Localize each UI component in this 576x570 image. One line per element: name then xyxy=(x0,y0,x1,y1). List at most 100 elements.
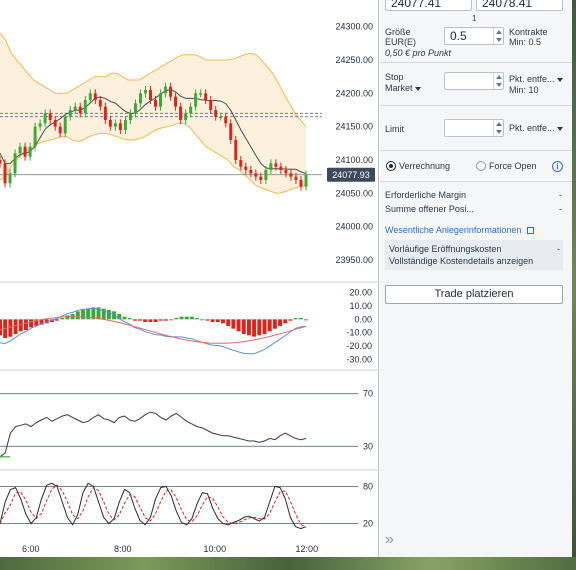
stop-type-value: Market xyxy=(385,83,413,93)
candle-body xyxy=(108,120,112,127)
candle-body xyxy=(38,123,42,127)
chart-area[interactable]: 24300.00 24250.00 24200.00 24150.00 24100.00… xyxy=(0,0,379,570)
candle-body xyxy=(174,96,178,107)
candle-body xyxy=(33,126,37,147)
macd-histogram-bar xyxy=(163,319,168,321)
rsi-axis-label: 30 xyxy=(363,441,373,451)
candle-body xyxy=(58,126,62,134)
macd-histogram-bar xyxy=(272,319,277,329)
candle-body xyxy=(8,173,12,184)
macd-histogram-bar xyxy=(205,319,210,321)
kid-link[interactable]: Wesentliche Anlegerinformationen xyxy=(385,225,534,235)
macd-histogram-bar xyxy=(174,318,179,320)
radio-verrechnung[interactable] xyxy=(386,161,396,171)
macd-signal-line xyxy=(0,316,307,344)
price-axis-label: 24300.00 xyxy=(335,22,373,32)
stop-unit-value: Pkt. entfe... xyxy=(509,74,555,84)
stop-type-dropdown[interactable]: Market xyxy=(385,83,421,93)
macd-histogram-bar xyxy=(236,319,241,332)
radio-force-open[interactable] xyxy=(476,161,486,171)
verrechnung-label[interactable]: Verrechnung xyxy=(399,161,451,171)
divider xyxy=(380,181,572,182)
macd-histogram-bar xyxy=(210,319,215,322)
chevron-down-icon xyxy=(556,77,563,82)
bollinger-lower xyxy=(0,122,307,194)
candle-body xyxy=(128,113,132,120)
costs-box: Vorläufige Eröffnungskosten - Vollständi… xyxy=(385,240,563,270)
time-axis-label: 12:00 xyxy=(296,544,319,554)
divider xyxy=(380,105,572,106)
buy-price-field[interactable]: 24078.41 xyxy=(476,0,563,11)
macd-histogram-bar xyxy=(117,314,122,320)
limit-label: Limit xyxy=(385,124,405,134)
candle-body xyxy=(224,116,228,124)
size-stepper[interactable] xyxy=(493,28,503,44)
candle-body xyxy=(169,86,173,97)
candle-body xyxy=(28,146,32,157)
macd-histogram-bar xyxy=(200,319,205,321)
candle-body xyxy=(264,170,268,180)
macd-histogram-bar xyxy=(75,311,80,320)
limit-unit-dropdown[interactable]: Pkt. entfe... xyxy=(509,123,563,133)
macd-histogram-bar xyxy=(101,308,106,320)
candle-body xyxy=(143,90,147,94)
external-link-icon xyxy=(526,227,534,235)
moving-average-line xyxy=(0,89,307,175)
stop-input[interactable] xyxy=(444,72,504,90)
candle-body xyxy=(63,116,67,134)
candle-body xyxy=(159,93,163,107)
info-icon[interactable]: i xyxy=(552,161,563,172)
macd-histogram-bar xyxy=(226,319,231,326)
candle-body xyxy=(23,146,27,157)
candle-body xyxy=(254,173,258,177)
macd-histogram-bar xyxy=(55,319,60,321)
macd-histogram-bar xyxy=(80,310,85,320)
sell-price-field[interactable]: 24077.41 xyxy=(385,0,472,11)
candle-body xyxy=(244,166,248,170)
candle-body xyxy=(194,93,198,107)
macd-histogram-bar xyxy=(86,308,91,320)
candle-body xyxy=(93,93,97,100)
size-contracts-label: Kontrakte xyxy=(509,27,548,37)
macd-histogram-bar xyxy=(18,319,23,332)
size-input[interactable]: 0.5 xyxy=(444,27,504,45)
margin-label: Erforderliche Margin xyxy=(385,190,467,200)
place-trade-button[interactable]: Trade platzieren xyxy=(385,285,563,304)
candle-body xyxy=(103,106,107,120)
macd-histogram-bar xyxy=(158,319,163,321)
stop-stepper[interactable] xyxy=(493,73,503,89)
time-axis-label: 6:00 xyxy=(22,544,40,554)
candle-body xyxy=(138,93,142,104)
macd-histogram-bar xyxy=(138,319,143,321)
price-axis-label: 24200.00 xyxy=(335,88,373,98)
limit-input[interactable] xyxy=(444,119,504,137)
price-axis-label: 24250.00 xyxy=(335,55,373,65)
macd-histogram-bar xyxy=(221,319,226,324)
candle-body xyxy=(239,160,243,167)
force-open-label[interactable]: Force Open xyxy=(489,161,537,171)
candle-body xyxy=(294,176,298,180)
candle-body xyxy=(214,110,218,117)
double-chevron-right-icon[interactable]: » xyxy=(385,531,394,548)
costs-title: Vorläufige Eröffnungskosten xyxy=(389,244,502,254)
macd-histogram-bar xyxy=(132,319,137,321)
candle-body xyxy=(204,93,208,100)
candle-body xyxy=(83,100,87,114)
spread-value: 1 xyxy=(472,14,477,23)
price-chart[interactable]: 24300.00 24250.00 24200.00 24150.00 24100.00… xyxy=(0,0,379,570)
macd-histogram-bar xyxy=(257,319,262,336)
candle-body xyxy=(68,110,72,117)
stoch-axis-label: 20 xyxy=(363,519,373,529)
candle-body xyxy=(289,173,293,177)
candle-body xyxy=(78,106,82,114)
macd-histogram-bar xyxy=(106,310,111,320)
stop-unit-dropdown[interactable]: Pkt. entfe... xyxy=(509,74,563,84)
margin-value: - xyxy=(559,190,562,200)
macd-histogram-bar xyxy=(267,319,272,332)
costs-details-link[interactable]: Vollständige Kostendetails anzeigen xyxy=(389,256,534,266)
limit-stepper[interactable] xyxy=(493,120,503,136)
current-price-label: 24077.93 xyxy=(332,170,370,180)
price-axis-label: 24100.00 xyxy=(335,155,373,165)
stop-min-label: Min: 10 xyxy=(509,85,539,95)
price-axis-label: 23950.00 xyxy=(335,255,373,265)
